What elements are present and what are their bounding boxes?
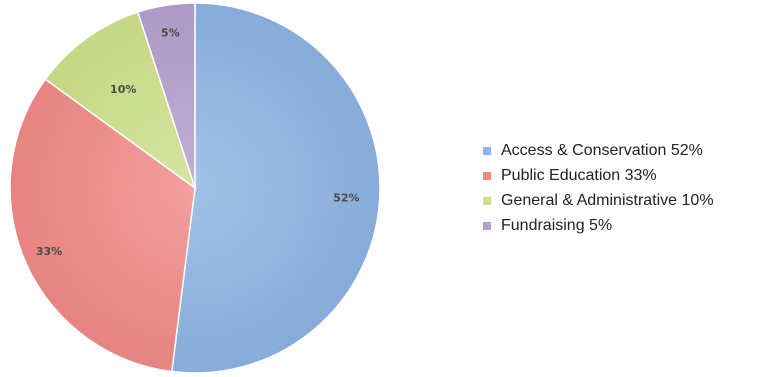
pie-data-labels: 52% 33% 10% 5% — [36, 27, 360, 259]
legend-item-access-conservation: Access & Conservation 52% — [483, 138, 714, 163]
legend-swatch-public-education — [483, 171, 491, 180]
data-label-general-administrative: 10% — [110, 83, 136, 96]
legend-swatch-access-conservation — [483, 146, 491, 155]
pie-slices — [9, 2, 381, 374]
pie-slice-general-administrative — [44, 11, 197, 190]
legend-label-fundraising: Fundraising 5% — [501, 216, 613, 234]
legend-item-public-education: Public Education 33% — [483, 163, 714, 188]
pie-slice-access-conservation — [170, 2, 381, 374]
legend-swatch-general-administrative — [483, 196, 491, 205]
data-label-fundraising: 5% — [161, 27, 180, 40]
legend-item-fundraising: Fundraising 5% — [483, 213, 714, 238]
legend-item-general-administrative: General & Administrative 10% — [483, 188, 714, 213]
legend-label-public-education: Public Education 33% — [501, 166, 657, 184]
data-label-public-education: 33% — [36, 245, 62, 258]
legend-swatch-fundraising — [483, 221, 491, 230]
legend: Access & Conservation 52% Public Educati… — [483, 138, 714, 238]
pie-slice-public-education — [9, 78, 196, 373]
legend-label-access-conservation: Access & Conservation 52% — [501, 141, 703, 159]
data-label-access-conservation: 52% — [333, 192, 359, 205]
legend-label-general-administrative: General & Administrative 10% — [501, 191, 714, 209]
pie-slice-fundraising — [136, 2, 196, 189]
